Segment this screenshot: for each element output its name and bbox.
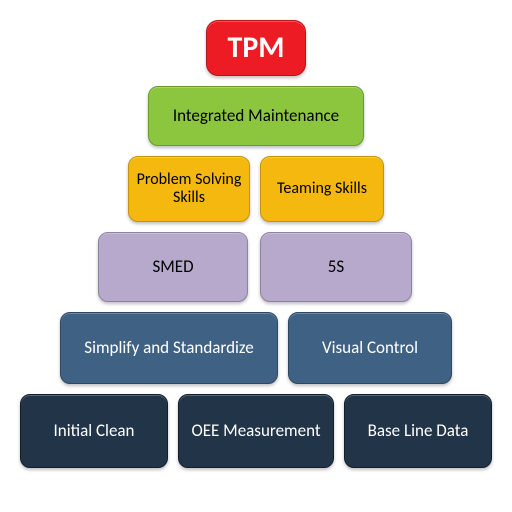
block-label: TPM <box>221 31 290 66</box>
pyramid-block: Initial Clean <box>20 394 168 468</box>
block-label: 5S <box>322 257 350 277</box>
pyramid-block: Integrated Maintenance <box>148 86 364 146</box>
tpm-pyramid: TPM Integrated Maintenance Problem Solving… <box>0 0 512 512</box>
pyramid-block: Simplify and Standardize <box>60 312 278 384</box>
block-label: Teaming Skills <box>271 180 373 198</box>
pyramid-block: Base Line Data <box>344 394 492 468</box>
block-label: OEE Measurement <box>185 421 326 441</box>
block-label: Base Line Data <box>362 421 475 441</box>
block-label: Visual Control <box>316 338 424 358</box>
pyramid-block: Visual Control <box>288 312 452 384</box>
pyramid-block: TPM <box>206 20 306 76</box>
pyramid-block: Teaming Skills <box>260 156 384 222</box>
block-label: Integrated Maintenance <box>167 106 345 126</box>
pyramid-block: Problem Solving Skills <box>128 156 250 222</box>
pyramid-block: 5S <box>260 232 412 302</box>
pyramid-block: SMED <box>98 232 248 302</box>
block-label: Initial Clean <box>48 421 141 441</box>
block-label: SMED <box>146 257 199 277</box>
block-label: Simplify and Standardize <box>78 338 259 358</box>
pyramid-block: OEE Measurement <box>178 394 334 468</box>
block-label: Problem Solving Skills <box>129 171 249 208</box>
